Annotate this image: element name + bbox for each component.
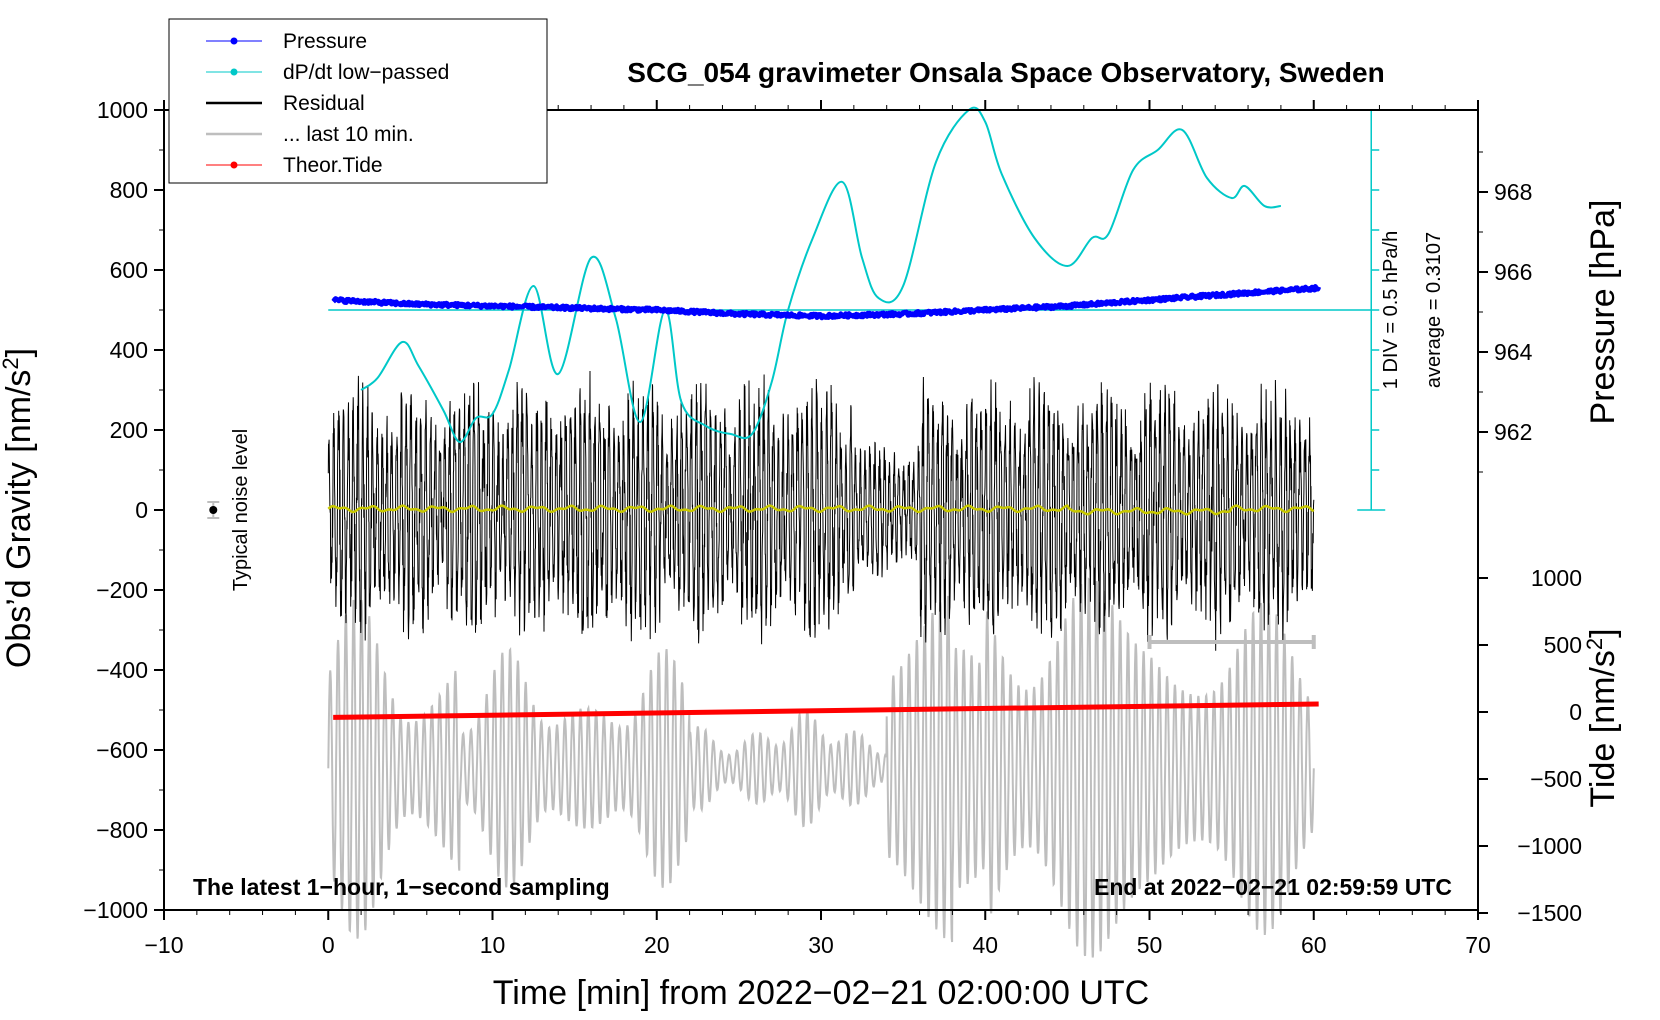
x-tick-label: 40 xyxy=(972,932,998,958)
noise-level-label: Typical noise level xyxy=(230,429,252,591)
pressure-axis-title: Pressure [hPa] xyxy=(1584,200,1622,425)
legend-marker xyxy=(230,37,238,45)
legend-label: dP/dt low−passed xyxy=(283,61,449,84)
theor-tide-line xyxy=(333,701,1319,720)
legend: Pressure dP/dt low−passed Residual ... last… xyxy=(168,18,548,184)
pressure-tick-label: 962 xyxy=(1494,419,1532,445)
chart-title: SCG_054 gravimeter Onsala Space Observat… xyxy=(627,57,1384,88)
left-y-axis-title: Obs’d Gravity [nm/s2] xyxy=(0,348,38,668)
tide-tick-label: −1000 xyxy=(1517,833,1582,859)
annotation-end-time: End at 2022−02−21 02:59:59 UTC xyxy=(1094,874,1452,900)
pressure-line xyxy=(331,284,1322,321)
y-tick-label: 400 xyxy=(110,337,148,363)
tide-tick-label: −1500 xyxy=(1517,900,1582,926)
left-y-axis-title-close: ] xyxy=(0,348,38,357)
legend-label: ... last 10 min. xyxy=(283,123,414,146)
legend-label: Theor.Tide xyxy=(283,154,383,177)
residual-lowpass-trace xyxy=(327,504,1315,516)
y-tick-label: −1000 xyxy=(83,897,148,923)
tide-axis-title-main: Tide [nm/s xyxy=(1584,650,1622,807)
y-tick-label: −600 xyxy=(96,737,148,763)
x-tick-label: 50 xyxy=(1137,932,1163,958)
x-axis-title: Time [min] from 2022−02−21 02:00:00 UTC xyxy=(493,974,1149,1012)
tide-axis-title-close: ] xyxy=(1584,628,1622,637)
div-label: 1 DIV = 0.5 hPa/h xyxy=(1380,231,1402,389)
x-axis-ticks: −10 0 10 20 30 40 50 60 70 xyxy=(144,100,1491,958)
tide-axis-ticks: −1500 −1000 −500 0 500 1000 xyxy=(1478,565,1582,926)
legend-marker xyxy=(230,68,238,76)
pressure-tick-label: 968 xyxy=(1494,179,1532,205)
tide-tick-label: −500 xyxy=(1530,766,1582,792)
theor-tide-trace xyxy=(333,701,1319,720)
last-10-min-line xyxy=(327,577,1315,958)
x-tick-label: −10 xyxy=(144,932,183,958)
tide-tick-label: 1000 xyxy=(1531,565,1582,591)
pressure-trace xyxy=(331,284,1322,321)
x-tick-label: 10 xyxy=(480,932,506,958)
y-tick-label: 200 xyxy=(110,417,148,443)
x-tick-label: 0 xyxy=(322,932,335,958)
annotation-sampling: The latest 1−hour, 1−second sampling xyxy=(193,874,610,900)
x-tick-label: 60 xyxy=(1301,932,1327,958)
y-tick-label: 800 xyxy=(110,177,148,203)
y-tick-label: −200 xyxy=(96,577,148,603)
left-y-axis-title-sup: 2 xyxy=(0,357,23,369)
y-tick-label: 1000 xyxy=(97,97,148,123)
legend-label: Pressure xyxy=(283,30,367,53)
tide-tick-label: 0 xyxy=(1569,699,1582,725)
tide-tick-label: 500 xyxy=(1544,632,1582,658)
legend-label: Residual xyxy=(283,92,365,115)
left-y-axis-title-main: Obs’d Gravity [nm/s xyxy=(0,370,38,669)
x-tick-label: 30 xyxy=(808,932,834,958)
x-tick-label: 20 xyxy=(644,932,670,958)
dpdt-lowpassed-trace xyxy=(360,106,1282,443)
legend-marker xyxy=(230,161,238,169)
legend-box xyxy=(168,18,548,184)
y-tick-label: 600 xyxy=(110,257,148,283)
left-y-axis-ticks: −1000 −800 −600 −400 −200 0 200 400 600 800 1000 xyxy=(83,97,164,923)
noise-marker xyxy=(209,506,218,514)
pressure-tick-label: 964 xyxy=(1494,339,1533,365)
average-label: average = 0.3107 xyxy=(1423,232,1445,388)
y-tick-label: −800 xyxy=(96,817,148,843)
pressure-tick-label: 966 xyxy=(1494,259,1532,285)
residual-trace xyxy=(327,370,1315,651)
noise-and-interval-markers xyxy=(207,501,1316,649)
y-tick-label: −400 xyxy=(96,657,148,683)
dpdt-line xyxy=(360,106,1282,443)
x-tick-label: 70 xyxy=(1465,932,1491,958)
residual-lowpass-line xyxy=(327,504,1315,516)
residual-line xyxy=(327,370,1315,651)
last-10-min-trace xyxy=(327,577,1315,958)
pressure-axis-ticks: 962 964 966 968 xyxy=(1478,151,1533,473)
tide-axis-title-sup: 2 xyxy=(1582,638,1607,650)
y-tick-label: 0 xyxy=(135,497,148,523)
tide-axis-title: Tide [nm/s2] xyxy=(1582,628,1623,807)
legend-items: Pressure dP/dt low−passed Residual ... last… xyxy=(206,30,449,177)
